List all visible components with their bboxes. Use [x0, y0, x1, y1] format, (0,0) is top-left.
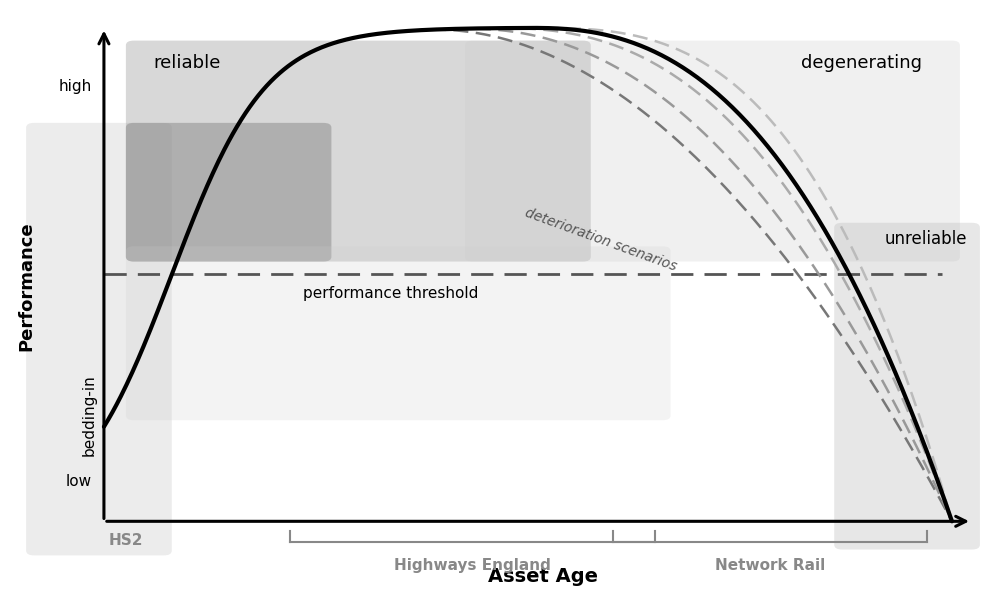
FancyBboxPatch shape	[26, 123, 172, 555]
FancyBboxPatch shape	[126, 246, 671, 420]
Text: reliable: reliable	[154, 54, 221, 72]
FancyBboxPatch shape	[834, 223, 980, 550]
Text: Highways England: Highways England	[394, 558, 551, 573]
Text: Network Rail: Network Rail	[714, 558, 825, 573]
Text: bedding-in: bedding-in	[81, 375, 97, 457]
Text: deterioration scenarios: deterioration scenarios	[523, 205, 679, 274]
FancyBboxPatch shape	[126, 123, 331, 262]
Text: degenerating: degenerating	[801, 54, 923, 72]
Text: HS2: HS2	[109, 533, 144, 548]
FancyBboxPatch shape	[465, 41, 960, 262]
Text: Performance: Performance	[17, 222, 35, 351]
Text: performance threshold: performance threshold	[304, 286, 479, 301]
Text: unreliable: unreliable	[884, 231, 967, 249]
FancyBboxPatch shape	[126, 41, 591, 262]
Text: Asset Age: Asset Age	[488, 567, 598, 586]
Text: high: high	[58, 79, 92, 94]
Text: low: low	[65, 474, 92, 489]
